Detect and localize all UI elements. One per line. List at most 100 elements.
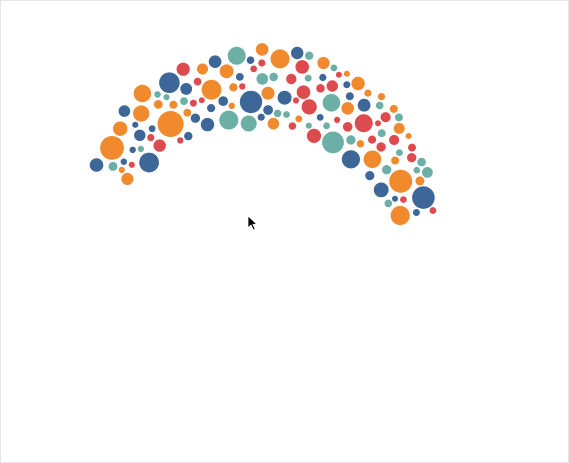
bubble	[400, 196, 407, 203]
bubble	[295, 60, 310, 74]
bubble	[218, 96, 229, 106]
bubble	[190, 113, 201, 123]
bubble	[89, 158, 104, 172]
bubble	[345, 92, 354, 101]
bubble	[405, 133, 412, 139]
bubble	[305, 51, 314, 60]
bubble	[301, 99, 317, 115]
bubble	[375, 120, 381, 127]
bubble	[148, 125, 156, 133]
bubble	[256, 73, 269, 85]
bubble	[267, 117, 280, 130]
bubble	[153, 100, 163, 109]
bubble	[412, 186, 435, 209]
bubble	[382, 165, 392, 175]
bubble	[384, 199, 393, 208]
bubble	[239, 83, 246, 90]
bubble	[377, 93, 386, 101]
bubble	[394, 113, 403, 122]
bubble	[261, 86, 275, 100]
bubble	[429, 207, 437, 214]
bubble	[193, 77, 202, 86]
bubble	[183, 108, 192, 117]
bubble	[180, 83, 193, 95]
bubble	[389, 104, 398, 113]
bubble	[377, 129, 386, 138]
bubble	[258, 59, 266, 67]
bubble	[323, 122, 330, 130]
bubble	[412, 209, 420, 216]
bubble	[235, 73, 244, 81]
bubble	[219, 64, 234, 79]
bubble	[198, 97, 205, 104]
bubble	[118, 105, 131, 117]
bubble	[208, 55, 222, 68]
bubble	[319, 73, 327, 82]
bubble	[356, 140, 365, 148]
bubble	[200, 117, 215, 132]
bubble	[229, 83, 238, 92]
bubble	[390, 205, 410, 226]
bubble	[389, 134, 400, 146]
bubble	[354, 114, 373, 133]
bubble	[341, 102, 355, 115]
bubble	[139, 152, 160, 173]
bubble	[417, 157, 426, 167]
bubble	[422, 167, 433, 178]
bubble	[343, 81, 351, 89]
bubble	[129, 146, 136, 153]
bubble	[157, 111, 184, 137]
bubble	[316, 114, 324, 121]
bubble	[121, 172, 134, 185]
bubble	[326, 80, 338, 92]
bubble	[207, 104, 216, 113]
bubble	[365, 171, 375, 181]
bubble	[341, 150, 360, 169]
bubble	[120, 158, 128, 165]
bubble	[227, 46, 246, 65]
bubble	[295, 115, 303, 123]
bubble	[201, 79, 222, 100]
bubble	[108, 161, 118, 171]
bubble	[113, 121, 128, 136]
bubble	[184, 131, 193, 141]
bubble	[176, 62, 190, 76]
bubble	[373, 182, 389, 198]
bubble	[128, 161, 135, 168]
bubble	[239, 90, 263, 114]
bubble	[228, 102, 235, 110]
bubble	[392, 195, 398, 202]
bubble	[100, 136, 124, 160]
bubble	[306, 128, 322, 143]
bubble	[118, 166, 125, 173]
bubble	[288, 122, 297, 130]
bubble	[246, 56, 255, 64]
bubble	[407, 153, 417, 163]
bubble	[137, 145, 144, 153]
bubble	[240, 115, 257, 132]
bubble	[169, 100, 178, 109]
bubble	[408, 143, 416, 152]
bubble	[250, 65, 258, 73]
bubble	[391, 156, 400, 165]
bubble	[219, 110, 239, 130]
bubble	[396, 149, 403, 157]
bubble	[335, 71, 342, 78]
bubble	[330, 64, 338, 72]
bubble	[153, 139, 166, 152]
bubble	[364, 89, 372, 97]
bubble	[357, 98, 371, 112]
bubble	[263, 105, 273, 115]
bubble	[163, 94, 170, 101]
bubble	[159, 72, 180, 93]
bubble	[134, 129, 146, 141]
bubble	[317, 56, 330, 70]
bubble	[286, 73, 297, 85]
bubble	[343, 70, 350, 77]
bubble	[368, 135, 377, 144]
bubble	[291, 46, 304, 60]
bubble	[389, 169, 413, 193]
bubble	[393, 122, 405, 134]
bubble	[363, 150, 382, 169]
